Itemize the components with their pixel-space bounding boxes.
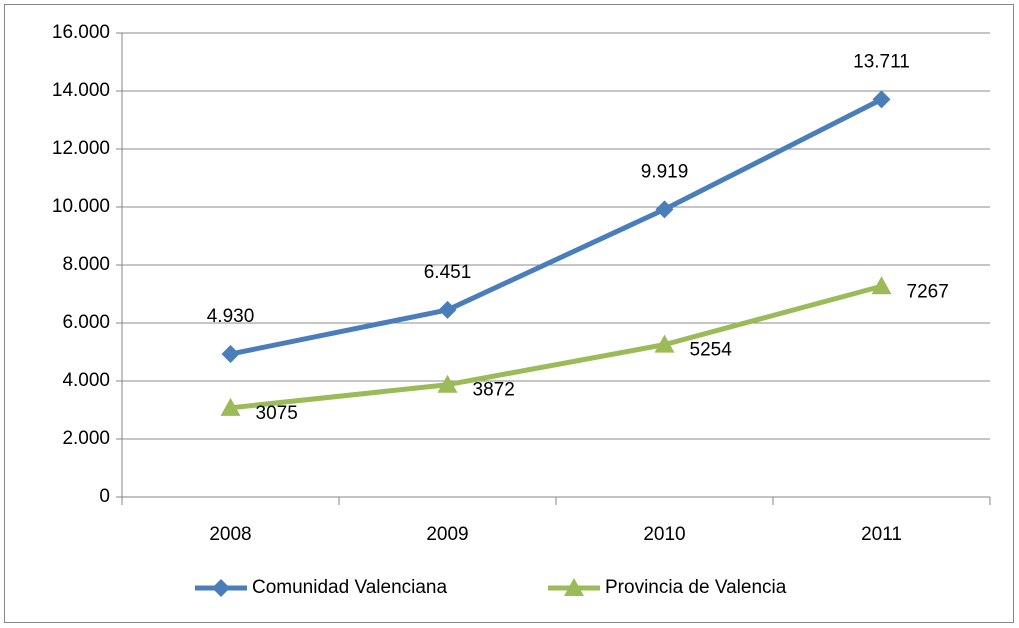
data-label: 4.930 — [207, 306, 255, 327]
data-label: 7267 — [907, 281, 949, 302]
marker — [221, 345, 240, 364]
data-label: 9.919 — [641, 161, 689, 182]
marker — [437, 374, 458, 393]
data-label: 13.711 — [853, 51, 910, 72]
data-label: 6.451 — [424, 262, 472, 283]
marker — [871, 276, 892, 295]
marker — [438, 300, 457, 319]
y-tick-label: 6.000 — [62, 312, 110, 333]
x-tick-label: 2011 — [861, 524, 902, 545]
y-tick-label: 0 — [99, 486, 110, 507]
marker — [564, 578, 584, 596]
marker — [212, 579, 230, 597]
y-tick-label: 10.000 — [52, 196, 110, 217]
marker — [655, 200, 674, 219]
data-label: 3075 — [256, 403, 298, 424]
legend-label: Comunidad Valenciana — [252, 577, 447, 598]
series-line — [230, 283, 883, 411]
y-tick-label: 8.000 — [62, 254, 110, 275]
marker — [220, 397, 241, 416]
marker — [654, 334, 675, 353]
y-tick-label: 12.000 — [52, 138, 110, 159]
marker — [872, 90, 891, 109]
y-tick-label: 4.000 — [62, 370, 110, 391]
y-tick-label: 2.000 — [62, 428, 110, 449]
x-tick-label: 2008 — [209, 524, 251, 545]
x-tick-label: 2010 — [643, 524, 685, 545]
y-tick-label: 16.000 — [52, 22, 110, 43]
data-label: 3872 — [473, 380, 515, 401]
y-tick-label: 14.000 — [52, 80, 110, 101]
legend-label: Provincia de Valencia — [605, 577, 787, 598]
series-line — [230, 97, 883, 357]
chart-border — [4, 4, 1014, 623]
x-tick-label: 2009 — [426, 524, 468, 545]
data-label: 5254 — [690, 340, 733, 361]
